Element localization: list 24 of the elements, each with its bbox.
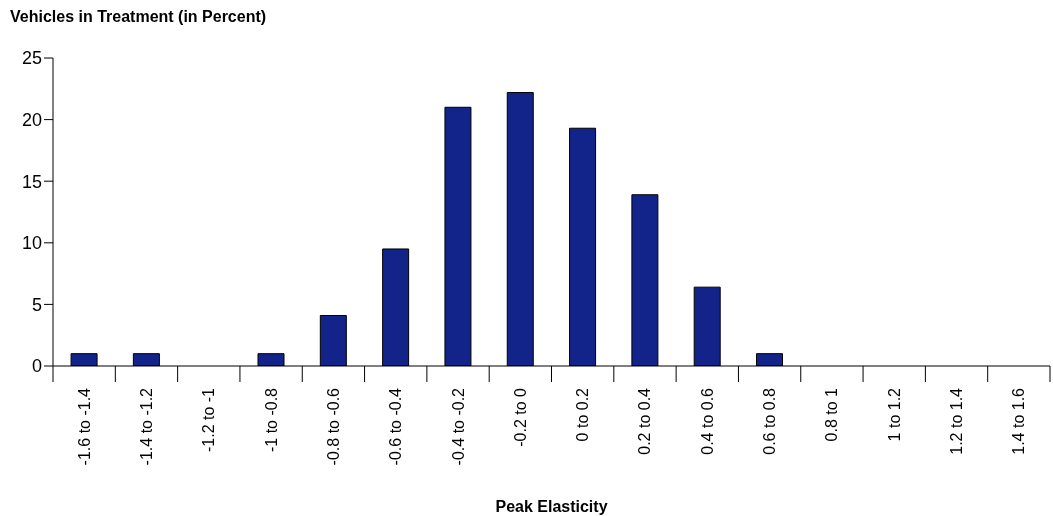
- y-tick-label: 20: [21, 109, 42, 130]
- y-axis-title: Vehicles in Treatment (in Percent): [10, 8, 267, 26]
- x-tick-label: -1.6 to -1.4: [75, 387, 93, 466]
- y-tick-label: 0: [31, 356, 42, 377]
- x-tick-label: 0.4 to 0.6: [698, 387, 716, 455]
- y-tick-label: 15: [21, 171, 42, 192]
- x-tick-label: -0.8 to -0.6: [324, 387, 342, 466]
- x-tick-label: 0 to 0.2: [574, 387, 592, 442]
- x-tick-label: 0.2 to 0.4: [636, 387, 654, 455]
- x-tick-label: 0.6 to 0.8: [761, 387, 779, 455]
- x-tick-label: 1.2 to 1.4: [948, 387, 966, 455]
- x-tick-label: 1.4 to 1.6: [1010, 387, 1028, 455]
- x-axis-title: Peak Elasticity: [495, 498, 608, 515]
- y-tick-label: 25: [21, 48, 42, 69]
- y-tick-label: 5: [31, 294, 42, 315]
- y-tick-label: 10: [21, 233, 42, 254]
- x-tick-label: -1.2 to -1: [200, 387, 218, 453]
- x-tick-label: -0.6 to -0.4: [387, 387, 405, 466]
- x-tick-label: -1.4 to -1.2: [137, 387, 155, 466]
- x-tick-label: 0.8 to 1: [823, 387, 841, 442]
- x-tick-label: -0.2 to 0: [511, 387, 529, 447]
- x-tick-label: -0.4 to -0.2: [449, 387, 467, 466]
- x-tick-label: 1 to 1.2: [885, 387, 903, 442]
- x-tick-label: -1 to -0.8: [262, 387, 280, 453]
